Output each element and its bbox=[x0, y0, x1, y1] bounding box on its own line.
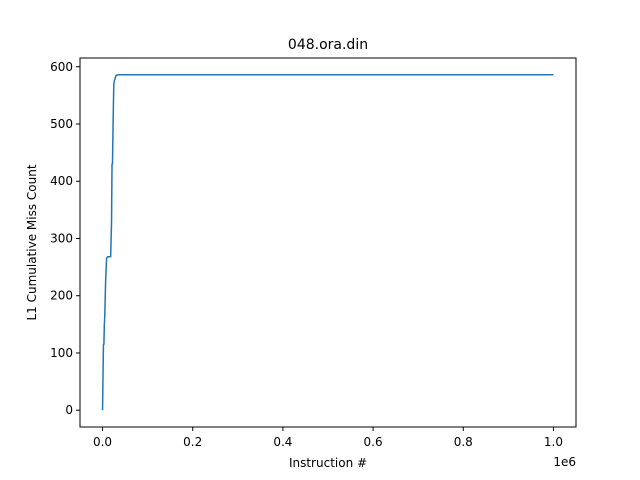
x-tick-label: 1.0 bbox=[544, 435, 563, 449]
x-tick-label: 0.8 bbox=[454, 435, 473, 449]
y-tick-label: 0 bbox=[65, 403, 73, 417]
y-tick-label: 300 bbox=[50, 231, 73, 245]
y-tick-label: 100 bbox=[50, 346, 73, 360]
y-tick-label: 600 bbox=[50, 60, 73, 74]
x-tick-label: 0.4 bbox=[273, 435, 292, 449]
plot-area bbox=[101, 74, 554, 411]
x-tick-label: 0.6 bbox=[364, 435, 383, 449]
x-axis-offset-label: 1e6 bbox=[553, 455, 576, 469]
x-axis-label: Instruction # bbox=[289, 456, 367, 470]
axes-frame bbox=[79, 57, 577, 428]
x-tick-label: 0.0 bbox=[93, 435, 112, 449]
x-tick-label: 0.2 bbox=[183, 435, 202, 449]
y-tick-label: 200 bbox=[50, 289, 73, 303]
y-axis-ticks: 0 100 200 300 400 500 600 bbox=[50, 60, 80, 417]
series-line-0 bbox=[101, 74, 554, 411]
chart-title: 048.ora.din bbox=[288, 37, 368, 53]
y-axis-label: L1 Cumulative Miss Count bbox=[25, 164, 39, 320]
x-axis-ticks: 0.0 0.2 0.4 0.6 0.8 1.0 bbox=[93, 427, 563, 449]
y-tick-label: 400 bbox=[50, 174, 73, 188]
y-tick-label: 500 bbox=[50, 117, 73, 131]
